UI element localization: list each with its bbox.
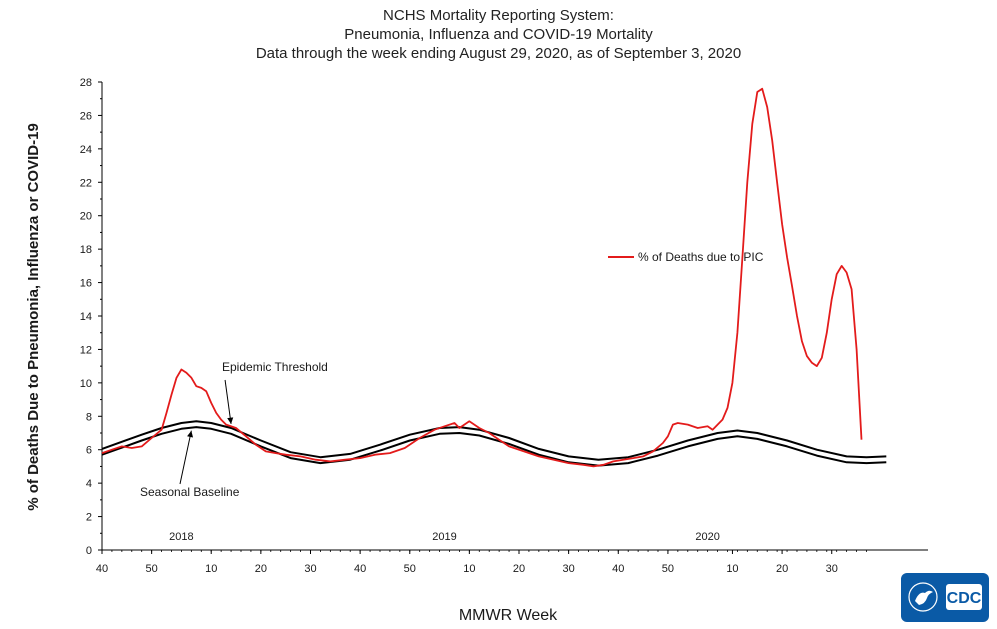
x-tick-label: 20 xyxy=(776,563,788,575)
y-tick-label: 14 xyxy=(80,311,92,323)
x-tick-label: 40 xyxy=(612,563,624,575)
year-label: 2019 xyxy=(432,531,456,543)
epidemic-threshold-arrow xyxy=(224,379,232,425)
x-tick-label: 20 xyxy=(255,563,267,575)
y-tick-label: 18 xyxy=(80,244,92,256)
x-tick-label: 50 xyxy=(662,563,674,575)
legend-label: % of Deaths due to PIC xyxy=(638,250,764,264)
cdc-logo-text: CDC xyxy=(947,590,982,607)
y-tick-label: 8 xyxy=(86,411,92,423)
y-tick-label: 0 xyxy=(86,545,92,557)
x-tick-label: 10 xyxy=(463,563,475,575)
x-tick-label: 30 xyxy=(304,563,316,575)
seasonal-baseline-label: Seasonal Baseline xyxy=(140,485,240,499)
x-tick-label: 30 xyxy=(826,563,838,575)
x-tick-label: 40 xyxy=(354,563,366,575)
y-tick-label: 10 xyxy=(80,378,92,390)
y-tick-label: 24 xyxy=(80,144,92,156)
x-tick-label: 30 xyxy=(563,563,575,575)
annotation-layer: Epidemic Threshold Seasonal Baseline xyxy=(140,360,328,499)
seasonal-baseline-line xyxy=(101,426,887,467)
epidemic-threshold-label: Epidemic Threshold xyxy=(222,360,328,374)
x-tick-label: 40 xyxy=(96,563,108,575)
x-tick-label: 50 xyxy=(404,563,416,575)
y-tick-label: 16 xyxy=(80,278,92,290)
title-line-1: NCHS Mortality Reporting System: xyxy=(383,7,614,24)
epidemic-threshold-arrow-head xyxy=(227,417,234,424)
cdc-logo: CDC xyxy=(901,573,989,622)
y-tick-label: 12 xyxy=(80,344,92,356)
title-line-3: Data through the week ending August 29, … xyxy=(255,45,742,62)
of-deaths-due-to-pic-line xyxy=(101,87,863,468)
y-tick-label: 20 xyxy=(80,211,92,223)
year-label: 2018 xyxy=(169,531,193,543)
chart-title: NCHS Mortality Reporting System: Pneumon… xyxy=(0,6,997,63)
seasonal-baseline-arrow-head xyxy=(187,430,194,438)
hhs-eagle-icon: CDC xyxy=(908,582,982,612)
y-tick-label: 4 xyxy=(86,478,92,490)
y-tick-label: 22 xyxy=(80,177,92,189)
x-tick-label: 20 xyxy=(513,563,525,575)
seasonal-baseline-arrow xyxy=(179,430,192,485)
y-axis-title: % of Deaths Due to Pneumonia, Influenza … xyxy=(25,123,42,511)
y-tick-label: 6 xyxy=(86,445,92,457)
year-label: 2020 xyxy=(695,531,719,543)
y-tick-label: 2 xyxy=(86,512,92,524)
title-line-2: Pneumonia, Influenza and COVID-19 Mortal… xyxy=(344,26,653,43)
series-layer: % of Deaths due to PIC xyxy=(101,87,887,468)
x-tick-label: 10 xyxy=(205,563,217,575)
y-tick-label: 28 xyxy=(80,77,92,89)
x-tick-label: 10 xyxy=(726,563,738,575)
y-tick-label: 26 xyxy=(80,110,92,122)
x-axis-title: MMWR Week xyxy=(459,607,558,624)
x-tick-label: 50 xyxy=(146,563,158,575)
epidemic-threshold-line xyxy=(101,420,887,461)
